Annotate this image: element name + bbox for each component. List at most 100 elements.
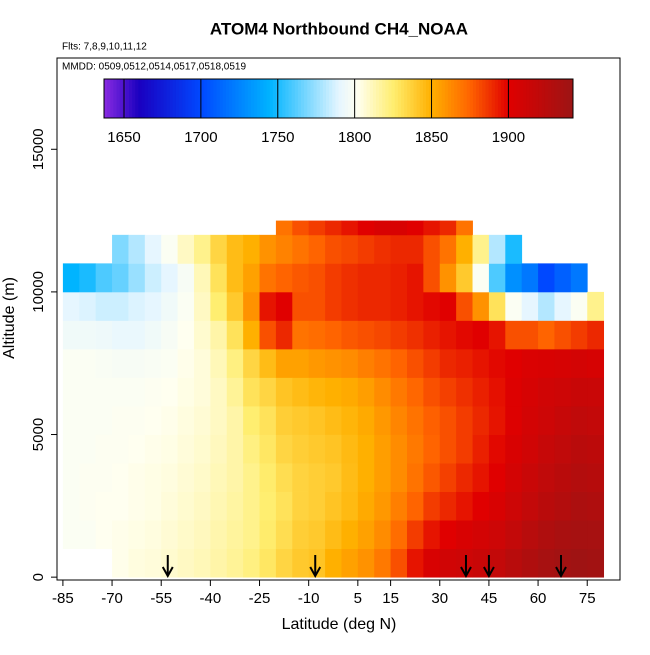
cell — [406, 406, 424, 435]
cell — [193, 291, 211, 321]
cell — [456, 377, 473, 407]
cell — [112, 263, 129, 293]
cell — [554, 263, 572, 293]
cell — [243, 520, 260, 550]
colorbar-strip — [341, 79, 346, 118]
cell — [259, 463, 277, 492]
cell — [226, 377, 244, 407]
colorbar-tick-label: 1750 — [261, 129, 294, 146]
colorbar-strip — [369, 79, 374, 118]
colorbar-strip — [532, 79, 536, 118]
cell — [62, 491, 80, 521]
cell — [308, 263, 326, 293]
cell — [488, 234, 506, 264]
cell — [95, 463, 113, 492]
cell — [406, 434, 424, 464]
cell — [357, 463, 375, 492]
cell — [423, 434, 441, 464]
colorbar-strip — [404, 79, 408, 118]
cell — [128, 463, 146, 492]
plot-frame — [56, 57, 621, 581]
colorbar-strip — [294, 79, 299, 118]
colorbar-strip — [385, 79, 390, 118]
cell — [488, 377, 506, 407]
cell — [472, 234, 490, 264]
cell — [95, 491, 113, 521]
colorbar-strip — [426, 79, 430, 118]
cell — [439, 263, 457, 293]
cell — [390, 291, 408, 321]
colorbar-strip — [551, 79, 555, 118]
cell — [128, 434, 146, 464]
colorbar-strip — [432, 79, 436, 118]
cell — [587, 406, 605, 435]
cell — [243, 491, 260, 521]
cell — [374, 463, 392, 492]
cell — [177, 234, 195, 264]
cell — [308, 320, 326, 350]
cell — [456, 220, 473, 236]
cell — [275, 463, 293, 492]
x-tick-label: 75 — [579, 590, 596, 607]
colorbar-strip — [310, 79, 314, 118]
cell — [177, 263, 195, 293]
cell — [472, 291, 490, 321]
cell — [112, 348, 129, 378]
x-tick-label: 45 — [481, 590, 498, 607]
cell — [308, 406, 326, 435]
cell — [144, 434, 162, 464]
cell — [390, 234, 408, 264]
colorbar-strip — [157, 79, 161, 118]
cell — [95, 263, 113, 293]
colorbar-strip — [263, 79, 268, 118]
cell — [521, 434, 539, 464]
colorbar-strip — [416, 79, 421, 118]
colorbar-strip — [175, 79, 180, 118]
cell — [505, 234, 523, 264]
cell — [161, 377, 178, 407]
cell — [390, 220, 408, 236]
cell — [308, 377, 326, 407]
x-tick-label: -40 — [200, 590, 222, 607]
colorbar-strip — [519, 79, 524, 118]
colorbar-strip — [238, 79, 243, 118]
cell — [325, 548, 342, 578]
cell — [390, 520, 408, 550]
colorbar-strip — [147, 79, 152, 118]
cell — [62, 406, 80, 435]
colorbar-strip — [307, 79, 311, 118]
cell — [390, 406, 408, 435]
cell — [488, 320, 506, 350]
cell — [472, 263, 490, 293]
colorbar-strip — [288, 79, 293, 118]
cell — [275, 520, 293, 550]
cell — [210, 520, 228, 550]
cell — [472, 320, 490, 350]
cell — [177, 463, 195, 492]
cell — [341, 263, 359, 293]
cell — [210, 377, 228, 407]
colorbar-strip — [541, 79, 546, 118]
colorbar-strip — [344, 79, 349, 118]
cell — [161, 348, 178, 378]
cell — [570, 377, 588, 407]
colorbar-strip — [313, 79, 318, 118]
cell — [62, 348, 80, 378]
cell — [259, 491, 277, 521]
colorbar-strip — [185, 79, 189, 118]
cell — [275, 434, 293, 464]
colorbar-strip — [250, 79, 255, 118]
colorbar-strip — [360, 79, 365, 118]
cell — [538, 520, 555, 550]
colorbar-strip — [391, 79, 396, 118]
x-tick-label: -85 — [52, 590, 74, 607]
cell — [243, 463, 260, 492]
cell — [325, 348, 342, 378]
x-tick-label: 5 — [354, 590, 362, 607]
cell — [439, 406, 457, 435]
cell — [177, 291, 195, 321]
cell — [390, 263, 408, 293]
cell — [308, 234, 326, 264]
cell — [521, 291, 539, 321]
